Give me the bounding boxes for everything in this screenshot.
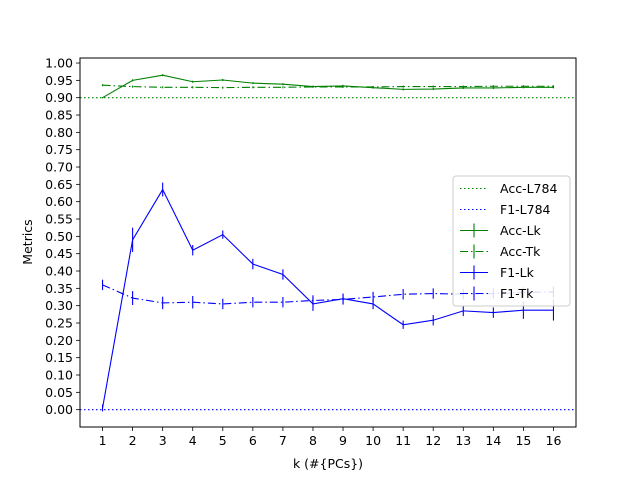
legend-label: F1-Lk bbox=[500, 265, 535, 280]
x-axis-label: k (#{PCs}) bbox=[293, 456, 363, 471]
x-tick-label: 13 bbox=[455, 433, 471, 448]
y-tick-label: 0.80 bbox=[45, 125, 73, 140]
legend-label: F1-Tk bbox=[500, 286, 534, 301]
y-tick-label: 0.85 bbox=[45, 108, 73, 123]
x-tick-label: 10 bbox=[365, 433, 381, 448]
y-tick-label: 0.15 bbox=[45, 350, 73, 365]
x-tick-label: 15 bbox=[515, 433, 531, 448]
series-line bbox=[102, 84, 554, 89]
reference-lines bbox=[80, 97, 576, 411]
legend: Acc-L784 F1-L784 Acc-Lk Acc-Tk F1-Lk F1-Tk bbox=[452, 175, 571, 307]
legend-label: Acc-Tk bbox=[500, 244, 541, 259]
x-tick-label: 2 bbox=[129, 433, 137, 448]
y-tick-label: 0.40 bbox=[45, 264, 73, 279]
plot-frame bbox=[79, 57, 577, 428]
y-tick-label: 0.20 bbox=[45, 333, 73, 348]
y-tick-label: 0.60 bbox=[45, 194, 73, 209]
y-tick-label: 0.05 bbox=[45, 385, 73, 400]
legend-label: F1-L784 bbox=[500, 202, 551, 217]
x-tick-label: 4 bbox=[189, 433, 197, 448]
y-tick-label: 0.35 bbox=[45, 281, 73, 296]
y-tick-label: 0.45 bbox=[45, 246, 73, 261]
series-line bbox=[102, 74, 554, 99]
legend-item: F1-Lk bbox=[460, 265, 535, 280]
y-axis: 0.00 0.05 0.10 0.15 0.20 0.25 0.30 0.35 0.40 0.45… bbox=[45, 56, 80, 417]
y-tick-label: 0.55 bbox=[45, 212, 73, 227]
x-tick-label: 3 bbox=[159, 433, 167, 448]
x-tick-label: 9 bbox=[339, 433, 347, 448]
legend-item: F1-L784 bbox=[460, 202, 551, 217]
y-tick-label: 0.00 bbox=[45, 402, 73, 417]
x-tick-label: 5 bbox=[219, 433, 227, 448]
legend-item: Acc-Lk bbox=[460, 223, 542, 238]
legend-box bbox=[452, 175, 571, 307]
legend-label: Acc-Lk bbox=[500, 223, 542, 238]
y-tick-label: 0.70 bbox=[45, 160, 73, 175]
x-tick-label: 6 bbox=[249, 433, 257, 448]
x-tick-label: 1 bbox=[99, 433, 107, 448]
x-axis: 1 2 3 4 5 6 7 8 9 10 11 12 13 14 15 16 bbox=[99, 427, 562, 448]
x-tick-label: 16 bbox=[546, 433, 562, 448]
x-tick-label: 14 bbox=[485, 433, 501, 448]
y-tick-label: 0.75 bbox=[45, 142, 73, 157]
x-tick-label: 7 bbox=[279, 433, 287, 448]
y-tick-label: 0.65 bbox=[45, 177, 73, 192]
legend-item: Acc-Tk bbox=[460, 244, 541, 259]
legend-item: Acc-L784 bbox=[460, 181, 557, 196]
y-axis-label: Metrics bbox=[20, 219, 35, 264]
y-tick-label: 0.95 bbox=[45, 73, 73, 88]
legend-label: Acc-L784 bbox=[500, 181, 557, 196]
y-tick-label: 0.50 bbox=[45, 229, 73, 244]
series-1 bbox=[101, 84, 555, 89]
y-tick-label: 1.00 bbox=[45, 56, 73, 71]
series-line bbox=[102, 188, 554, 409]
x-tick-label: 8 bbox=[309, 433, 317, 448]
y-tick-label: 0.30 bbox=[45, 298, 73, 313]
x-tick-label: 12 bbox=[425, 433, 441, 448]
legend-item: F1-Tk bbox=[460, 286, 534, 301]
y-tick-label: 0.90 bbox=[45, 90, 73, 105]
y-tick-label: 0.25 bbox=[45, 316, 73, 331]
y-tick-label: 0.10 bbox=[45, 368, 73, 383]
x-tick-label: 11 bbox=[395, 433, 411, 448]
